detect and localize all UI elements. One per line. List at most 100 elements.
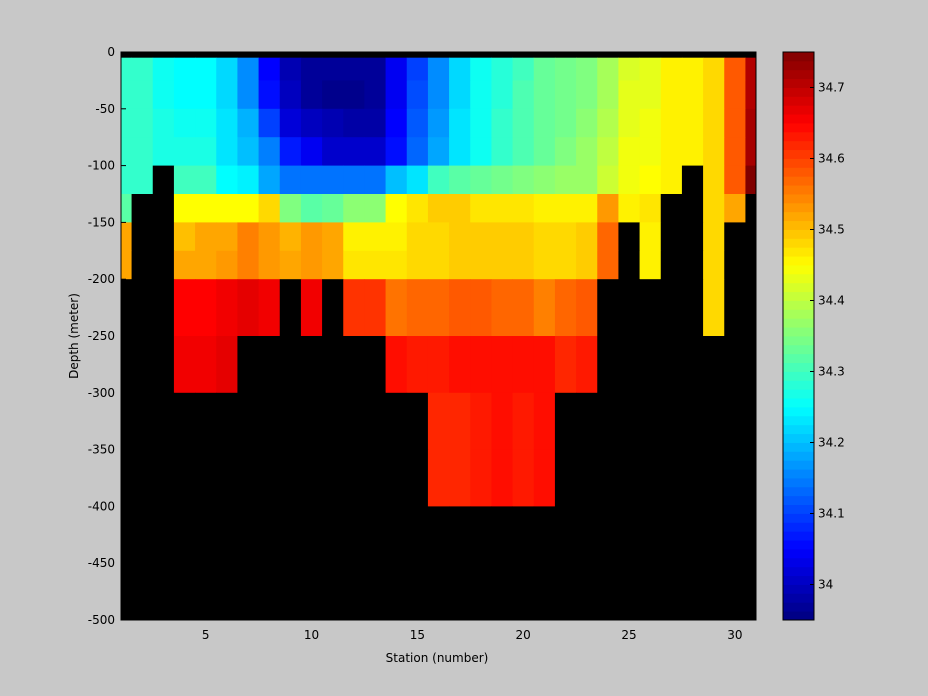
heatmap-cell xyxy=(491,392,513,450)
heatmap-cell xyxy=(216,52,238,59)
heatmap-cell xyxy=(195,279,217,337)
colorbar-band xyxy=(783,460,814,470)
heatmap-cell xyxy=(660,563,683,621)
heatmap-cell xyxy=(597,57,619,81)
heatmap-cell xyxy=(364,108,386,138)
heatmap-cell xyxy=(173,108,196,138)
heatmap-cell xyxy=(745,80,757,110)
heatmap-cell xyxy=(512,165,535,195)
heatmap-cell xyxy=(258,194,281,223)
heatmap-cell xyxy=(322,392,344,450)
heatmap-cell xyxy=(597,52,619,59)
heatmap-cell xyxy=(364,137,386,166)
heatmap-cell xyxy=(639,108,662,138)
heatmap-cell xyxy=(618,165,640,195)
heatmap-cell xyxy=(576,80,598,110)
heatmap-cell xyxy=(279,506,302,564)
heatmap-cell xyxy=(745,449,757,507)
heatmap-cell xyxy=(660,194,683,223)
heatmap-cell xyxy=(131,80,154,110)
heatmap-cell xyxy=(745,250,757,280)
colorbar-band xyxy=(783,442,814,452)
heatmap-cell xyxy=(343,449,365,507)
heatmap-cell xyxy=(639,57,662,81)
heatmap-cell xyxy=(554,279,577,337)
heatmap-cell xyxy=(322,80,344,110)
heatmap-cell xyxy=(322,222,344,252)
colorbar-band xyxy=(783,265,814,275)
heatmap-cell xyxy=(470,57,492,81)
heatmap-cell xyxy=(533,52,556,59)
colorbar-band xyxy=(783,52,814,62)
heatmap-cell xyxy=(681,80,704,110)
heatmap-cell xyxy=(533,336,556,394)
heatmap-cell xyxy=(427,279,450,337)
heatmap-cell xyxy=(703,52,725,59)
heatmap-cell xyxy=(258,250,281,280)
heatmap-cell xyxy=(322,506,344,564)
heatmap-cell xyxy=(449,52,471,59)
colorbar-band xyxy=(783,504,814,514)
heatmap-cell xyxy=(724,108,746,138)
heatmap-cell xyxy=(639,449,662,507)
heatmap-cell xyxy=(660,250,683,280)
heatmap-cell xyxy=(279,57,302,81)
heatmap-cell xyxy=(152,392,175,450)
heatmap-cell xyxy=(681,222,704,252)
heatmap-cell xyxy=(300,449,323,507)
colorbar-tick-label: 34.1 xyxy=(818,507,845,521)
heatmap-cell xyxy=(173,449,196,507)
heatmap-cell xyxy=(427,165,450,195)
heatmap-cell xyxy=(554,250,577,280)
heatmap-cell xyxy=(173,563,196,621)
heatmap-cell xyxy=(237,250,259,280)
heatmap-cell xyxy=(173,250,196,280)
heatmap-cell xyxy=(364,392,386,450)
heatmap-cell xyxy=(216,108,238,138)
colorbar-band xyxy=(783,380,814,390)
heatmap-cell xyxy=(322,194,344,223)
colorbar-band xyxy=(783,309,814,319)
heatmap-cell xyxy=(173,222,196,252)
heatmap-cell xyxy=(237,194,259,223)
heatmap-cell xyxy=(681,563,704,621)
heatmap-cell xyxy=(237,52,259,59)
heatmap-cell xyxy=(639,52,662,59)
heatmap-cell xyxy=(300,250,323,280)
heatmap-cell xyxy=(449,165,471,195)
heatmap-cell xyxy=(279,392,302,450)
heatmap-cell xyxy=(195,80,217,110)
heatmap-cell xyxy=(533,392,556,450)
heatmap-cell xyxy=(554,336,577,394)
colorbar-band xyxy=(783,451,814,461)
heatmap-cell xyxy=(470,222,492,252)
colorbar-band xyxy=(783,131,814,142)
heatmap-cell xyxy=(343,392,365,450)
colorbar-band xyxy=(783,362,814,372)
colorbar-tick-label: 34.2 xyxy=(818,436,845,450)
heatmap-cell xyxy=(385,563,408,621)
heatmap-cell xyxy=(385,194,408,223)
heatmap-cell xyxy=(681,57,704,81)
heatmap-cell xyxy=(745,563,757,621)
colorbar-band xyxy=(783,256,814,266)
heatmap-cell xyxy=(470,194,492,223)
heatmap-cell xyxy=(216,563,238,621)
heatmap-cell xyxy=(300,279,323,337)
heatmap-cell xyxy=(470,563,492,621)
heatmap-cell xyxy=(406,563,429,621)
heatmap-cell xyxy=(576,563,598,621)
heatmap-cell xyxy=(173,279,196,337)
colorbar-band xyxy=(783,69,814,80)
heatmap-cell xyxy=(470,250,492,280)
heatmap-cell xyxy=(533,57,556,81)
colorbar-band xyxy=(783,407,814,417)
heatmap-cell xyxy=(121,279,132,337)
heatmap-cell xyxy=(703,194,725,223)
heatmap-cell xyxy=(427,52,450,59)
heatmap-cell xyxy=(449,194,471,223)
heatmap-cell xyxy=(681,336,704,394)
heatmap-cell xyxy=(745,392,757,450)
heatmap-cell xyxy=(364,336,386,394)
